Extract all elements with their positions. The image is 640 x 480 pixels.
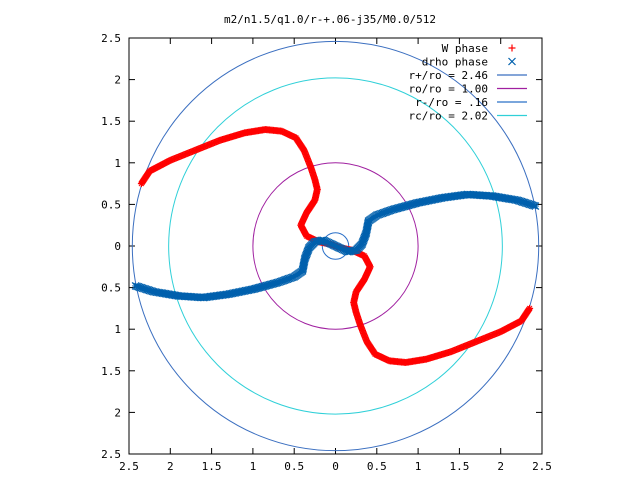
legend-x-marker	[508, 57, 516, 66]
circle-ro-ring	[252, 162, 419, 330]
legend-label: rc/ro = 2.02	[409, 110, 488, 123]
legend-label: ro/ro = 1.00	[409, 83, 488, 96]
y-tick-label: 2	[114, 74, 121, 87]
y-tick-label: 2.5	[101, 32, 121, 45]
legend-label: r+/ro = 2.46	[409, 69, 488, 82]
legend-plus-marker	[508, 44, 516, 52]
y-tick-label: 2	[114, 406, 121, 419]
x-axis: 2.5 2 1.5 1 0.5 0 0.5 1 1.5 2 2.5	[119, 38, 552, 473]
chart-title: m2/n1.5/q1.0/r-+.06-j35/M0.0/512	[224, 13, 436, 26]
w-phase-point	[526, 304, 534, 312]
x-tick-label: 0	[332, 460, 339, 473]
legend-label: r-/ro = .16	[415, 96, 488, 109]
x-tick-label: 2.5	[532, 460, 552, 473]
y-tick-label: 0	[114, 240, 121, 253]
y-tick-label: 0.5	[101, 198, 121, 211]
x-tick-label: 2.5	[119, 460, 139, 473]
y-tick-label: 2.5	[101, 448, 121, 461]
y-tick-label: 1	[114, 323, 121, 336]
y-tick-label: 0.5	[101, 282, 121, 295]
circle-r--ring	[321, 232, 350, 260]
x-tick-label: 1	[250, 460, 257, 473]
circle-rc-ring	[168, 77, 503, 415]
phase-points	[131, 126, 540, 366]
x-tick-label: 2	[497, 460, 504, 473]
x-tick-label: 0.5	[284, 460, 304, 473]
radius-circles	[131, 40, 540, 452]
x-tick-label: 0.5	[367, 460, 387, 473]
circle-r+-ring	[131, 40, 540, 452]
y-tick-label: 1.5	[101, 365, 121, 378]
x-tick-label: 2	[167, 460, 174, 473]
y-tick-label: 1	[114, 157, 121, 170]
y-tick-label: 1.5	[101, 115, 121, 128]
legend-label: W phase	[442, 42, 488, 55]
drho-phase-point	[131, 282, 140, 290]
x-tick-label: 1	[415, 460, 422, 473]
legend-label: drho phase	[422, 56, 488, 69]
x-tick-label: 1.5	[449, 460, 469, 473]
y-axis: 2.5 2 1.5 1 0.5 0 0.5 1 1.5 2 2.5	[101, 32, 542, 461]
x-tick-label: 1.5	[202, 460, 222, 473]
